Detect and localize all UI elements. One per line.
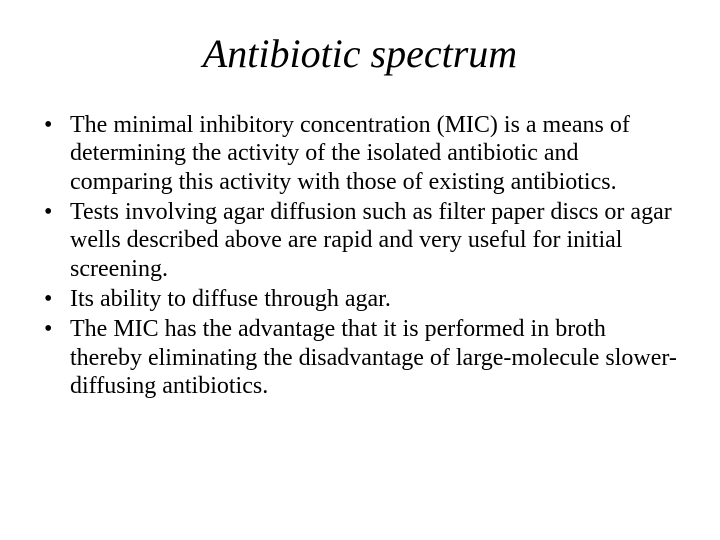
- list-item: The MIC has the advantage that it is per…: [42, 315, 678, 400]
- slide-title: Antibiotic spectrum: [30, 30, 690, 77]
- list-item: Tests involving agar diffusion such as f…: [42, 198, 678, 283]
- list-item: Its ability to diffuse through agar.: [42, 285, 678, 313]
- bullet-list: The minimal inhibitory concentration (MI…: [42, 111, 678, 400]
- list-item: The minimal inhibitory concentration (MI…: [42, 111, 678, 196]
- slide-container: Antibiotic spectrum The minimal inhibito…: [0, 0, 720, 540]
